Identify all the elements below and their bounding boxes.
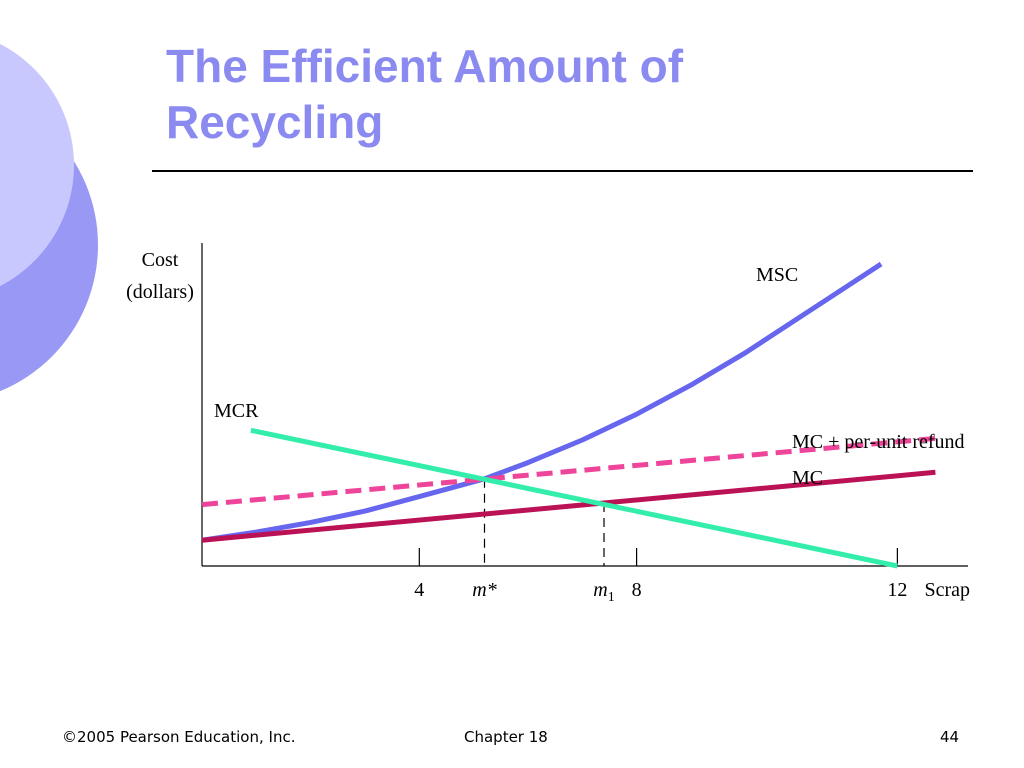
x-axis-ticks: 4 m* m1 8 12 [414,548,907,605]
reference-lines [483,478,605,566]
series-line-mc [201,469,936,543]
chart-series [201,261,936,569]
title-divider [152,170,973,172]
series-labels: MSC MC + per-unit refund MC MCR [214,264,965,489]
y-axis-label-line: Cost [142,249,179,271]
y-axis-label: Cost (dollars) [126,249,194,303]
series-line-mc-per-unit-refund [201,435,936,508]
decorative-circles [0,43,98,392]
deco-circle-light [0,43,74,287]
series-label-mc-per-unit-refund: MC + per-unit refund [792,431,965,453]
series-label-mcr: MCR [214,400,259,422]
series-line-mcr [250,427,898,569]
footer-page-number: 44 [940,728,960,746]
x-tick-label: 12 [887,579,907,601]
footer-copyright: ©2005 Pearson Education, Inc. [62,728,296,746]
x-tick-label: 8 [632,579,642,601]
x-tick-label: 4 [414,579,424,601]
x-axis-label: Scrap [924,579,970,601]
series-label-msc: MSC [756,264,798,286]
x-tick-label: m1 [593,579,614,605]
slide-title: The Efficient Amount of Recycling [166,40,684,148]
y-axis-label-line: (dollars) [126,281,194,303]
series-line-msc [201,261,883,543]
series-label-mc: MC [792,467,823,489]
x-tick-label: m* [472,579,496,601]
footer-chapter: Chapter 18 [464,728,548,746]
